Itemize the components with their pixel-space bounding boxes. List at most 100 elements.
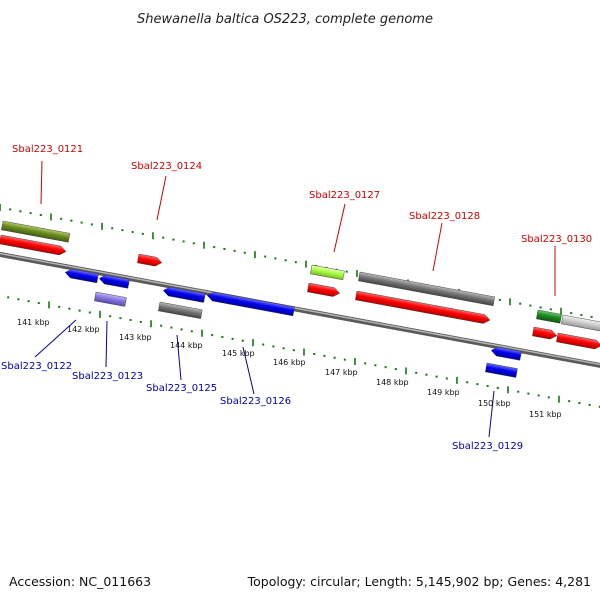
minor-tick [7, 296, 10, 299]
minor-tick [323, 354, 326, 357]
connector-sbal223-0123 [105, 320, 108, 368]
minor-tick [498, 298, 501, 301]
kbp-label: 141 kbp [17, 318, 50, 327]
minor-tick [445, 377, 448, 380]
minor-tick [90, 223, 93, 226]
genome-summary-text: Topology: circular; Length: 5,145,902 bp… [247, 574, 591, 589]
minor-tick [384, 366, 387, 369]
minor-tick [598, 405, 600, 408]
minor-tick [139, 320, 142, 323]
minor-tick [345, 270, 348, 273]
minor-tick [539, 306, 542, 309]
minor-tick [425, 373, 428, 376]
minor-tick [129, 319, 132, 322]
minor-tick [519, 302, 522, 305]
gene-feature-sbal223-0125-pseudo[interactable] [158, 301, 203, 319]
minor-tick [529, 304, 532, 307]
minor-tick [68, 307, 71, 310]
minor-tick [111, 227, 114, 230]
connector-sbal223-0122 [34, 319, 77, 358]
minor-tick [394, 368, 397, 371]
minor-tick [60, 217, 63, 220]
minor-tick [29, 212, 32, 215]
gene-feature-sbal223-0122[interactable] [64, 268, 99, 284]
minor-tick [282, 347, 285, 350]
kbp-label: 142 kbp [67, 325, 100, 334]
gene-feature-sbal223-0131-cds[interactable] [556, 332, 600, 350]
kbp-label: 143 kbp [119, 333, 152, 342]
minor-tick [517, 390, 520, 393]
gene-feature-sbal223-0128[interactable] [358, 271, 495, 306]
minor-tick [374, 364, 377, 367]
gene-feature-sbal223-0123-rna[interactable] [94, 291, 127, 307]
minor-tick [476, 383, 479, 386]
gene-feature-sbal223-0130-cds[interactable] [532, 326, 558, 340]
connector-sbal223-0125 [176, 334, 182, 381]
minor-tick [37, 302, 40, 305]
minor-tick [211, 334, 214, 337]
gene-feature-sbal223-0121[interactable] [1, 220, 71, 243]
minor-tick [182, 240, 185, 243]
minor-tick [435, 375, 438, 378]
connector-sbal223-0121 [40, 160, 43, 205]
gene-label-sbal223-0125[interactable]: Sbal223_0125 [146, 383, 217, 394]
gene-feature-sbal223-0126[interactable] [206, 291, 295, 317]
gene-feature-sbal223-0123[interactable] [98, 274, 130, 289]
minor-tick [160, 324, 163, 327]
gene-feature-sbal223-0128-cds[interactable] [355, 290, 491, 325]
gene-label-sbal223-0130[interactable]: Sbal223_0130 [521, 234, 592, 245]
connector-sbal223-0126 [242, 346, 255, 395]
minor-tick [70, 219, 73, 222]
gene-feature-sbal223-0127[interactable] [310, 264, 345, 281]
minor-tick [9, 208, 12, 211]
minor-tick [131, 231, 134, 234]
minor-tick [223, 247, 226, 250]
minor-tick [78, 309, 81, 312]
minor-tick [170, 326, 173, 329]
minor-tick [180, 328, 183, 331]
connector-sbal223-0127 [333, 203, 346, 253]
gene-feature-sbal223-0129[interactable] [490, 346, 522, 361]
kbp-label: 149 kbp [427, 388, 460, 397]
minor-tick [241, 339, 244, 342]
gene-label-sbal223-0126[interactable]: Sbal223_0126 [220, 396, 291, 407]
kbp-label: 151 kbp [529, 410, 562, 419]
gene-feature-sbal223-0127-cds[interactable] [307, 282, 340, 298]
minor-tick [292, 349, 295, 352]
minor-tick [58, 305, 61, 308]
minor-tick [274, 257, 277, 260]
minor-tick [17, 298, 20, 301]
kbp-label: 144 kbp [170, 341, 203, 350]
minor-tick [80, 221, 83, 224]
minor-tick [313, 352, 316, 355]
minor-tick [590, 315, 593, 318]
kbp-label: 147 kbp [325, 368, 358, 377]
gene-label-sbal223-0121[interactable]: Sbal223_0121 [12, 144, 83, 155]
gene-features [0, 220, 600, 378]
gene-feature-sbal223-0125[interactable] [162, 286, 206, 303]
gene-label-sbal223-0123[interactable]: Sbal223_0123 [72, 371, 143, 382]
minor-tick [272, 345, 275, 348]
genome-backbone [0, 251, 600, 368]
gene-label-sbal223-0124[interactable]: Sbal223_0124 [131, 161, 202, 172]
gene-feature-sbal223-0124[interactable] [137, 253, 163, 267]
minor-tick [109, 315, 112, 318]
gene-label-sbal223-0122[interactable]: Sbal223_0122 [1, 361, 72, 372]
minor-tick [364, 362, 367, 365]
minor-tick [19, 210, 22, 213]
gene-feature-sbal223-0121-cds[interactable] [0, 234, 67, 256]
minor-tick [284, 259, 287, 262]
gene-feature-sbal223-0130[interactable] [536, 309, 562, 324]
minor-tick [213, 246, 216, 249]
minor-tick [221, 335, 224, 338]
kbp-label: 145 kbp [222, 349, 255, 358]
minor-tick [496, 386, 499, 389]
gene-label-sbal223-0129[interactable]: Sbal223_0129 [452, 441, 523, 452]
gene-label-sbal223-0127[interactable]: Sbal223_0127 [309, 190, 380, 201]
gene-feature-sbal223-0129-cds[interactable] [485, 362, 518, 378]
minor-tick [172, 238, 175, 241]
gene-label-sbal223-0128[interactable]: Sbal223_0128 [409, 211, 480, 222]
gene-feature-sbal223-0131[interactable] [561, 314, 600, 333]
minor-tick [264, 255, 267, 258]
